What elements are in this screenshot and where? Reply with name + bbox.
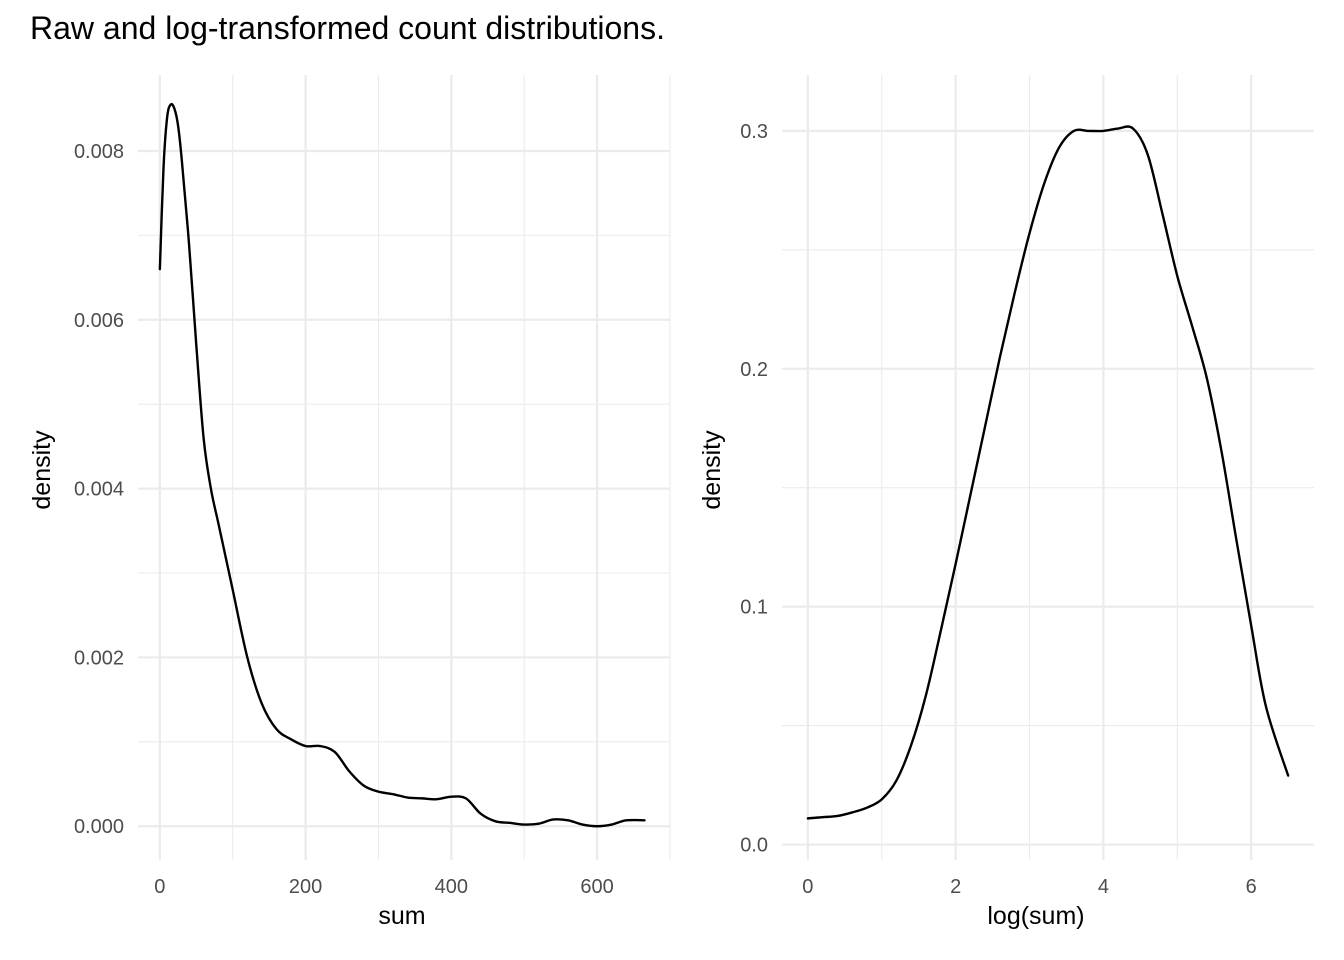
panel-log-ticks: 0 2 4 6 0.0 0.1 0.2 0.3 [740,121,1257,898]
log-x-tick-label: 0 [802,876,813,898]
raw-x-tick-label: 0 [154,876,165,898]
raw-x-tick-label: 200 [289,876,322,898]
log-x-axis-title: log(sum) [987,902,1084,930]
raw-density-curve [158,102,646,828]
raw-y-axis-title: density [28,430,56,510]
raw-x-tick-label: 600 [580,876,613,898]
figure-title: Raw and log-transformed count distributi… [30,10,665,46]
log-density-curve [806,125,1290,820]
raw-y-tick-label: 0.004 [74,479,124,501]
raw-y-tick-label: 0.000 [74,816,124,838]
raw-y-tick-label: 0.006 [74,310,124,332]
log-x-tick-label: 2 [950,876,961,898]
log-y-tick-label: 0.3 [740,121,768,143]
log-y-tick-label: 0.2 [740,359,768,381]
panel-raw-grid [138,75,671,860]
panel-log-counts: 0 2 4 6 0.0 0.1 0.2 0.3 log(sum) density [698,75,1314,930]
log-y-axis-title: density [698,430,726,510]
log-x-tick-label: 6 [1246,876,1257,898]
raw-y-tick-label: 0.008 [74,141,124,163]
raw-x-axis-title: sum [378,902,425,930]
log-y-tick-label: 0.1 [740,597,768,619]
panel-log-grid [782,75,1314,860]
log-y-tick-label: 0.0 [740,835,768,857]
panel-raw-ticks: 0 200 400 600 0.000 0.002 0.004 0.006 0.008 [74,141,614,898]
raw-x-tick-label: 400 [435,876,468,898]
raw-y-tick-label: 0.002 [74,647,124,669]
log-x-tick-label: 4 [1098,876,1109,898]
